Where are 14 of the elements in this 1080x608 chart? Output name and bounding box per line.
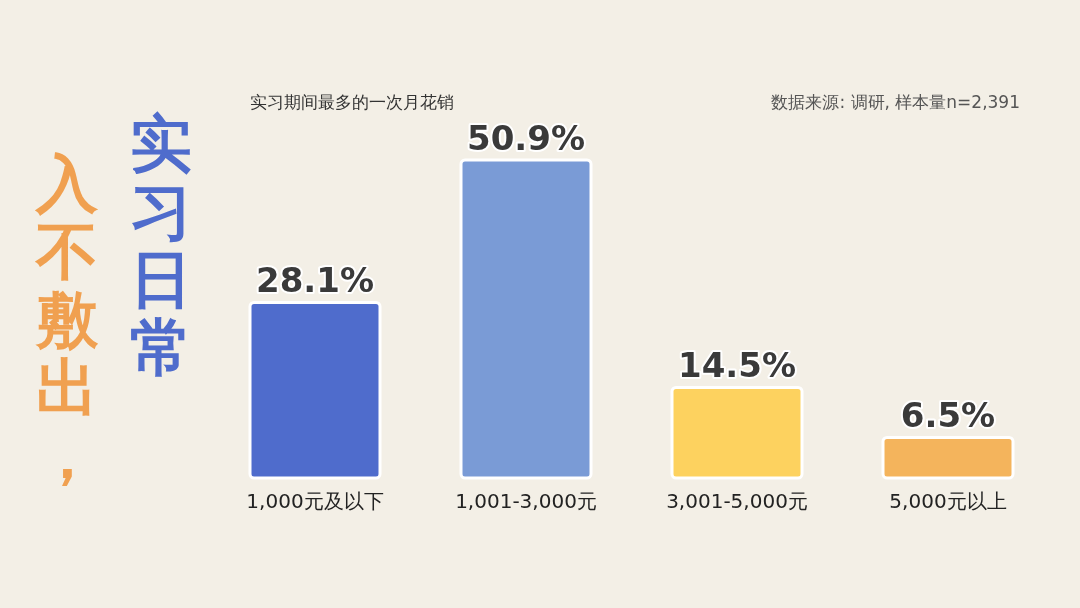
data-label: 6.5% [900, 395, 996, 436]
chart-subtitle: 实习期间最多的一次月花销 [250, 92, 454, 112]
bar [459, 158, 593, 480]
data-label: 14.5% [678, 345, 796, 386]
bar [881, 435, 1015, 480]
x-tick-label: 1,000元及以下 [246, 489, 384, 513]
x-tick-label: 5,000元以上 [889, 489, 1007, 513]
data-label: 28.1% [256, 260, 374, 301]
bar [670, 385, 804, 480]
x-tick-label: 1,001-3,000元 [455, 489, 597, 513]
data-label: 50.9% [467, 118, 585, 158]
source-note: 数据来源: 调研, 样本量n=2,391 [771, 92, 1020, 112]
bar [248, 300, 382, 480]
x-tick-label: 3,001-5,000元 [666, 489, 808, 513]
